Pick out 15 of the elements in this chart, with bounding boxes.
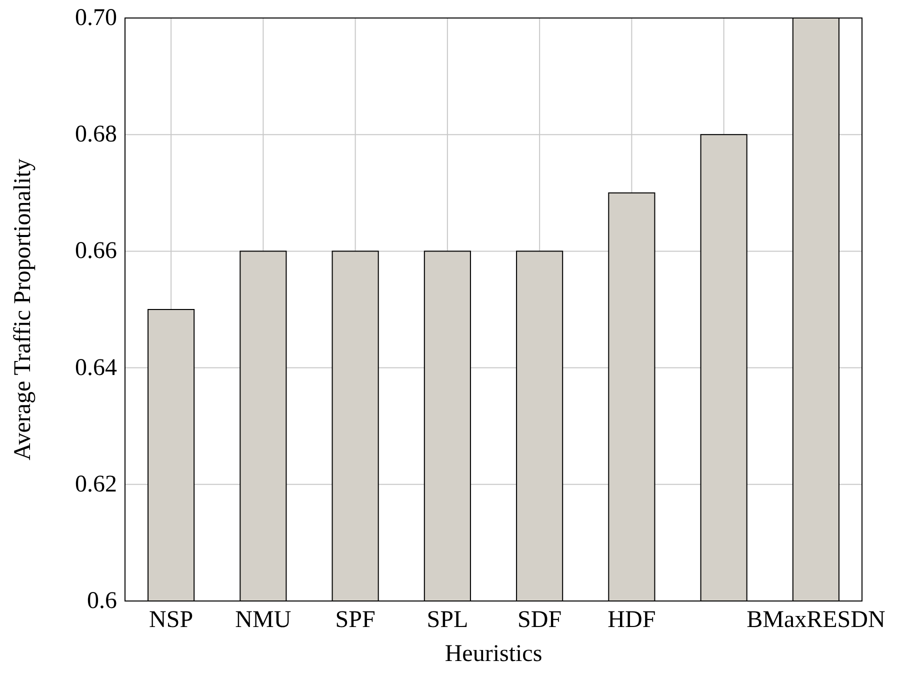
x-tick-label: SPF: [335, 607, 376, 633]
x-tick-label: NSP: [149, 607, 194, 633]
x-tick-label: SPL: [426, 607, 468, 633]
y-tick-label: 0.62: [75, 471, 117, 498]
x-tick-label: SDF: [518, 607, 562, 633]
x-axis-title: Heuristics: [444, 641, 542, 667]
y-tick-label: 0.68: [75, 122, 117, 148]
x-tick-label: HDF: [608, 607, 656, 633]
x-tick-label: NMU: [235, 607, 292, 633]
y-axis-title: Average Traffic Proportionality: [10, 158, 36, 460]
y-tick-label: 0.70: [75, 5, 117, 31]
y-tick-label: 0.66: [75, 238, 117, 264]
y-tick-label: 0.6: [87, 588, 117, 614]
x-tick-label: BMaxRESDN: [746, 607, 886, 633]
y-tick-label: 0.64: [75, 354, 117, 381]
